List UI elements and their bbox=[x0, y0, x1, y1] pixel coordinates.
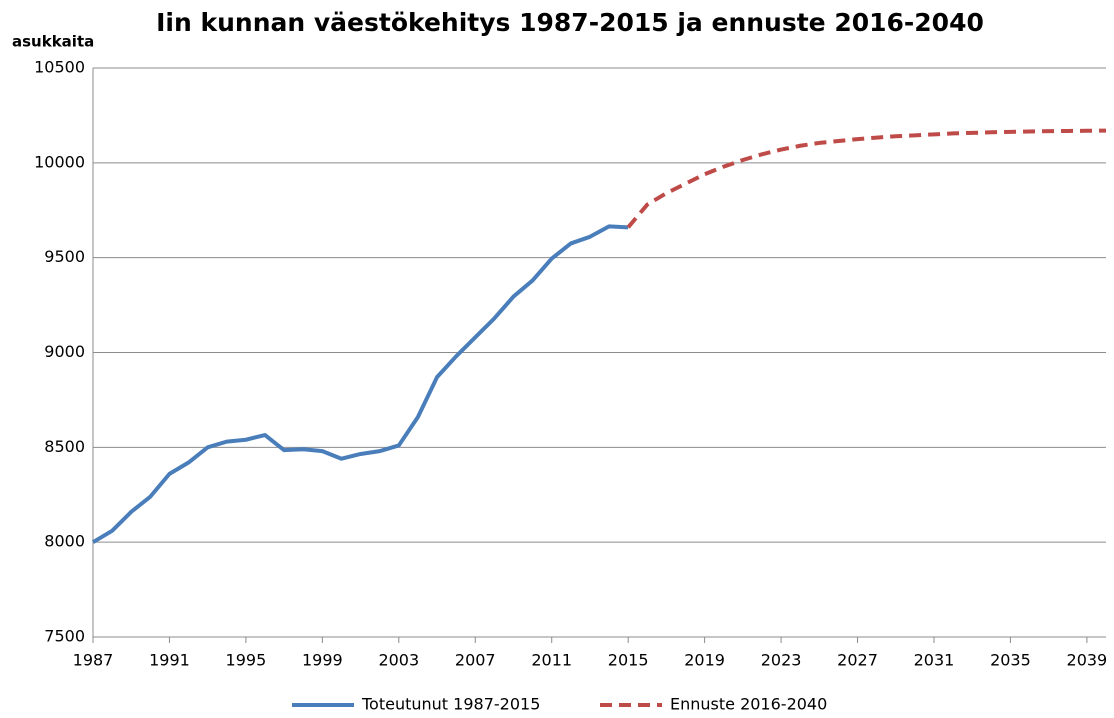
x-tick-label: 2003 bbox=[378, 651, 419, 670]
x-tick-label: 2015 bbox=[608, 651, 649, 670]
x-tick-label: 2011 bbox=[531, 651, 572, 670]
x-tick-label: 2007 bbox=[455, 651, 496, 670]
x-tick-label: 2019 bbox=[684, 651, 725, 670]
x-tick-label: 2027 bbox=[837, 651, 878, 670]
series-line bbox=[91, 224, 629, 544]
y-tick-label: 9500 bbox=[44, 247, 85, 266]
y-tick-label: 9000 bbox=[44, 342, 85, 361]
legend-label: Ennuste 2016-2040 bbox=[670, 695, 827, 714]
x-tick-label: 1999 bbox=[302, 651, 343, 670]
x-tick-label: 1991 bbox=[149, 651, 190, 670]
y-tick-label: 8000 bbox=[44, 532, 85, 551]
x-tick-label: 1995 bbox=[226, 651, 267, 670]
chart-title: Iin kunnan väestökehitys 1987-2015 ja en… bbox=[156, 8, 984, 37]
legend-label: Toteutunut 1987-2015 bbox=[361, 695, 540, 714]
x-tick-label: 2035 bbox=[990, 651, 1031, 670]
x-tick-label: 2031 bbox=[914, 651, 955, 670]
series-line bbox=[626, 128, 1107, 229]
y-tick-label: 10500 bbox=[34, 58, 85, 77]
y-axis-label: asukkaita bbox=[12, 33, 94, 51]
x-tick-label: 2023 bbox=[761, 651, 802, 670]
y-tick-label: 7500 bbox=[44, 627, 85, 646]
y-tick-label: 10000 bbox=[34, 152, 85, 171]
x-tick-label: 2039 bbox=[1067, 651, 1108, 670]
x-tick-label: 1987 bbox=[73, 651, 114, 670]
y-tick-label: 8500 bbox=[44, 437, 85, 456]
